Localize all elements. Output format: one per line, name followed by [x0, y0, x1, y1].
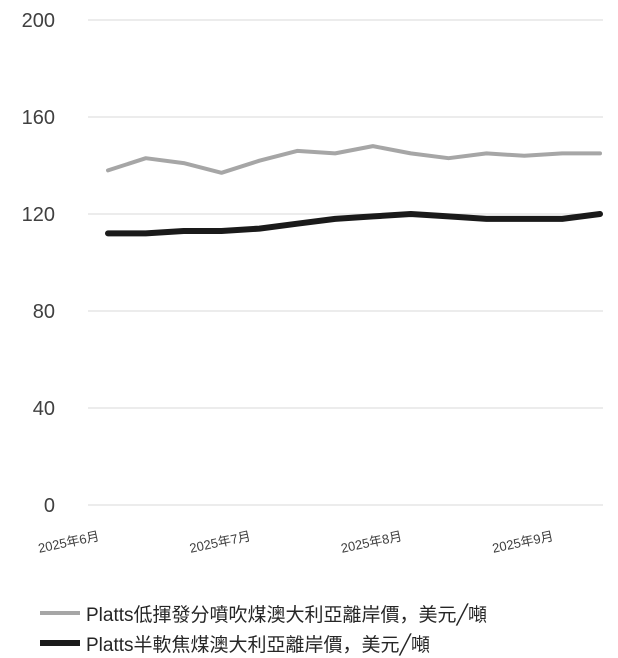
- series-lines: [108, 146, 600, 233]
- legend-item-semisoft: Platts半軟焦煤澳大利亞離岸價，美元╱噸: [40, 628, 487, 658]
- legend-swatch-semisoft: [40, 639, 80, 647]
- legend: Platts低揮發分噴吹煤澳大利亞離岸價，美元╱噸 Platts半軟焦煤澳大利亞…: [40, 598, 487, 658]
- legend-item-pci: Platts低揮發分噴吹煤澳大利亞離岸價，美元╱噸: [40, 598, 487, 628]
- y-tick-label: 0: [44, 495, 55, 517]
- legend-label-semisoft: Platts半軟焦煤澳大利亞離岸價，美元╱噸: [86, 630, 430, 657]
- y-tick-label: 200: [22, 10, 55, 32]
- y-tick-label: 120: [22, 204, 55, 226]
- legend-label-pci: Platts低揮發分噴吹煤澳大利亞離岸價，美元╱噸: [86, 600, 487, 627]
- y-tick-label: 40: [33, 398, 55, 420]
- x-tick-label: 2025年6月: [37, 528, 101, 556]
- y-axis-tick-labels: 0 40 80 120 160 200: [22, 10, 55, 517]
- series-line-1: [108, 214, 600, 233]
- x-axis-tick-labels: 2025年6月 2025年7月 2025年8月 2025年9月: [37, 528, 555, 556]
- x-tick-label: 2025年8月: [339, 528, 403, 556]
- x-tick-label: 2025年7月: [188, 528, 252, 556]
- legend-swatch-pci: [40, 609, 80, 617]
- x-tick-label: 2025年9月: [491, 528, 555, 556]
- y-tick-label: 160: [22, 107, 55, 129]
- gridlines: [88, 20, 603, 505]
- y-tick-label: 80: [33, 301, 55, 323]
- series-line-0: [108, 146, 600, 173]
